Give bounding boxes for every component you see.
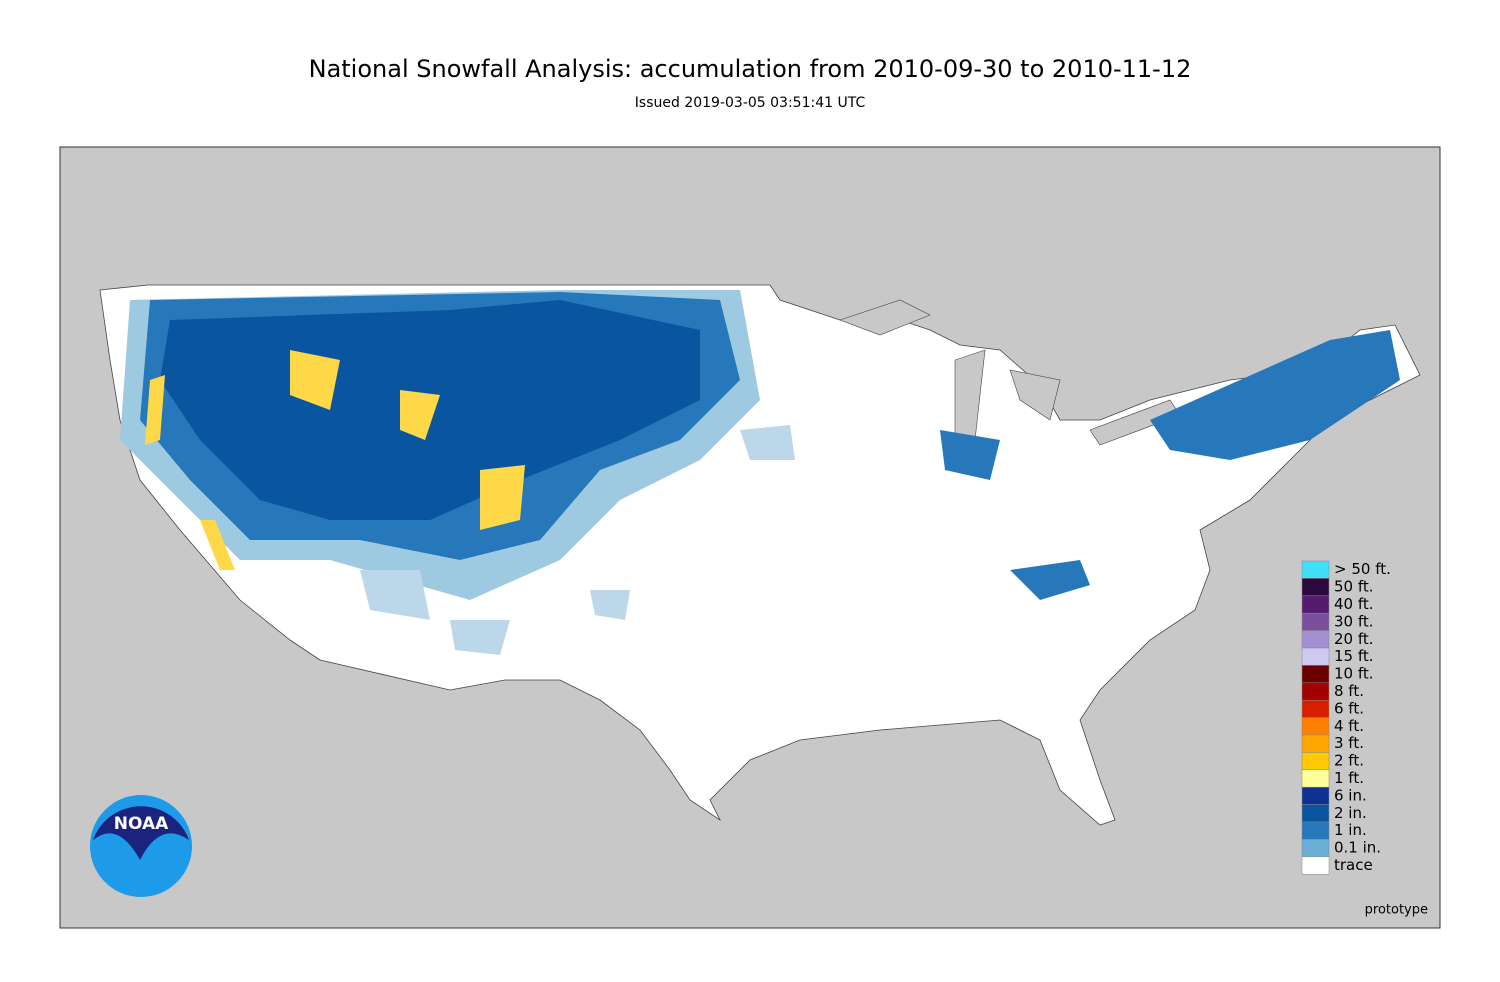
legend-label: 4 ft. <box>1334 717 1364 735</box>
legend-swatch <box>1301 665 1330 684</box>
legend-swatch <box>1301 821 1330 840</box>
legend-swatch <box>1301 752 1330 771</box>
legend-label: 6 ft. <box>1334 699 1364 717</box>
legend-label: 40 ft. <box>1334 595 1374 613</box>
snow-cover <box>120 290 1400 655</box>
legend-label: trace <box>1334 856 1373 874</box>
legend-label: 20 ft. <box>1334 630 1374 648</box>
legend-label: 1 in. <box>1334 821 1367 839</box>
map: NOAA > 50 ft.50 ft.40 ft.30 ft.20 ft.15 … <box>59 146 1441 929</box>
legend-label: 3 ft. <box>1334 734 1364 752</box>
legend-swatch <box>1301 839 1330 858</box>
legend-label: 6 in. <box>1334 786 1367 804</box>
legend-label: 1 ft. <box>1334 769 1364 787</box>
legend-swatch <box>1301 786 1330 805</box>
legend-swatch <box>1301 595 1330 614</box>
legend-swatch <box>1301 769 1330 788</box>
legend-swatch <box>1301 612 1330 631</box>
legend-swatch <box>1301 717 1330 736</box>
legend-label: 8 ft. <box>1334 682 1364 700</box>
legend: > 50 ft.50 ft.40 ft.30 ft.20 ft.15 ft.10… <box>1301 560 1391 875</box>
legend-label: 0.1 in. <box>1334 839 1381 857</box>
legend-label: 2 in. <box>1334 804 1367 822</box>
legend-label: 15 ft. <box>1334 647 1374 665</box>
legend-label: 2 ft. <box>1334 752 1364 770</box>
snow-trace <box>360 425 795 655</box>
snow-east <box>940 330 1400 600</box>
legend-swatch <box>1301 734 1330 753</box>
legend-label: 30 ft. <box>1334 612 1374 630</box>
legend-swatch <box>1301 804 1330 823</box>
noaa-logo: NOAA <box>90 795 192 897</box>
title: National Snowfall Analysis: accumulation… <box>309 55 1192 83</box>
legend-swatch <box>1301 682 1330 701</box>
subtitle: Issued 2019-03-05 03:51:41 UTC <box>635 95 866 111</box>
snow-deep <box>145 350 525 570</box>
logo-text: NOAA <box>114 814 169 834</box>
legend-swatch <box>1301 578 1330 597</box>
legend-swatch <box>1301 699 1330 718</box>
legend-label: > 50 ft. <box>1334 560 1391 578</box>
legend-swatch <box>1301 856 1330 875</box>
legend-label: 10 ft. <box>1334 665 1374 683</box>
legend-swatch <box>1301 647 1330 666</box>
legend-swatch <box>1301 630 1330 649</box>
legend-label: 50 ft. <box>1334 578 1374 596</box>
legend-swatch <box>1301 560 1330 579</box>
footer-note: prototype <box>1365 903 1428 918</box>
